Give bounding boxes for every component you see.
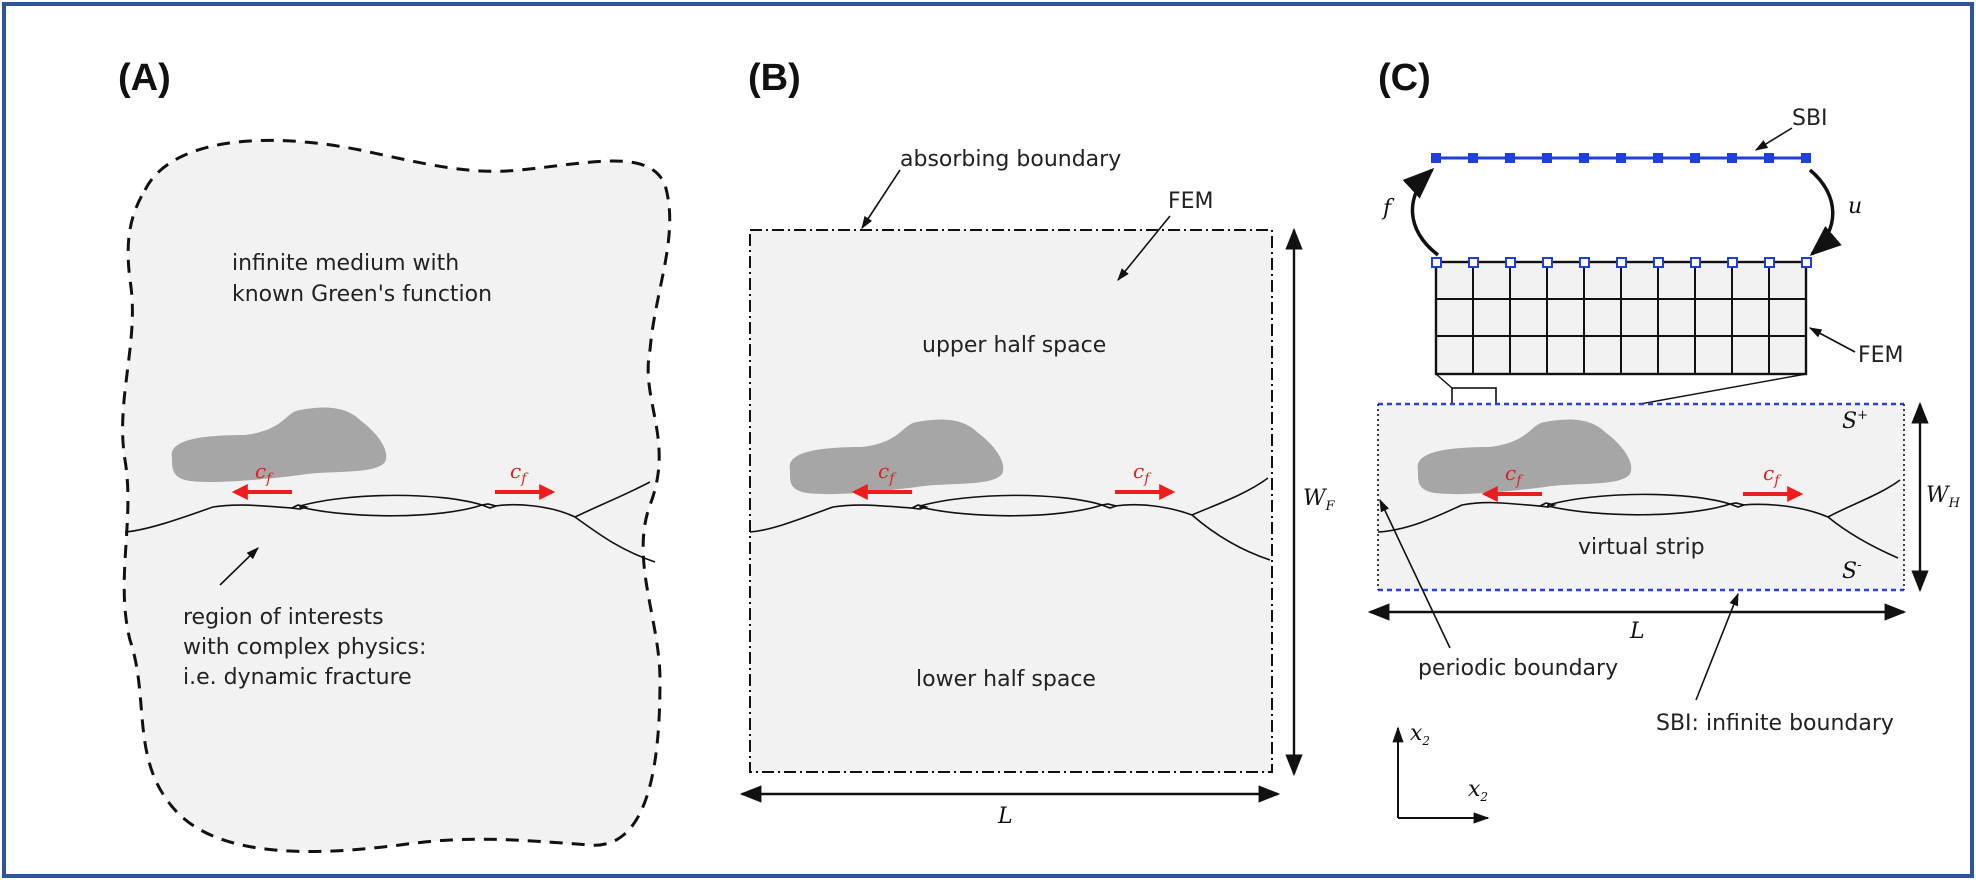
u-arrow (1808, 168, 1842, 257)
fem-label-c: FEM (1858, 343, 1904, 368)
sbi-infinite-pointer (1695, 592, 1739, 701)
f-arrow (1402, 167, 1440, 257)
virtual-strip-label: virtual strip (1578, 535, 1705, 560)
panel-b-label: (B) (748, 57, 801, 99)
inclusion-c (1417, 419, 1632, 495)
absorbing-boundary-label: absorbing boundary (900, 147, 1121, 172)
velocity-label-right-c: cf (1763, 461, 1782, 489)
zoom-line-1 (1435, 373, 1453, 389)
periodic-pointer (1379, 498, 1451, 649)
region-text-line2: with complex physics: (183, 635, 426, 660)
sbi-infinite-label: SBI: infinite boundary (1656, 711, 1894, 736)
region-text-line3: i.e. dynamic fracture (183, 665, 412, 690)
s-plus-label: S+ (1842, 408, 1868, 434)
length-label-c: L (1629, 619, 1645, 644)
velocity-label-left-a: cf (255, 459, 274, 487)
lower-half-space: lower half space (916, 667, 1096, 692)
panel-b: (B) absorbing boundary FEM upper half sp… (739, 57, 1336, 829)
axis-horizontal-label: x2 (1468, 777, 1488, 804)
axis-vertical-label: x2 (1410, 721, 1430, 748)
fem-domain-b (749, 229, 1273, 773)
velocity-label-right-b: cf (1133, 459, 1152, 487)
width-label-b: WF (1303, 486, 1336, 514)
inclusion-b (789, 419, 1004, 495)
s-minus-label: S- (1842, 558, 1861, 584)
fracture-b (749, 477, 1271, 561)
fem-pointer-c (1808, 327, 1856, 353)
width-label-c: WH (1926, 483, 1961, 511)
upper-half-space: upper half space (922, 333, 1106, 358)
sbi-nodes (1431, 153, 1811, 163)
panel-c-label: (C) (1378, 57, 1431, 99)
fem-label-b: FEM (1168, 189, 1214, 214)
inclusion-a (171, 407, 387, 483)
fem-boundary-nodes (1431, 257, 1812, 268)
velocity-label-left-b: cf (878, 459, 897, 487)
sbi-pointer (1754, 127, 1793, 151)
fem-arrow-b (1117, 215, 1171, 281)
panel-a: (A) infinite medium with known Green's f… (118, 57, 672, 854)
periodic-boundary-label: periodic boundary (1418, 656, 1618, 681)
region-pointer-arrow (219, 547, 259, 586)
velocity-label-left-c: cf (1505, 461, 1524, 489)
region-text-line1: region of interests (183, 605, 384, 630)
panel-c: (C) SBI f u (1367, 57, 1961, 824)
absorbing-boundary-arrow (861, 169, 901, 230)
sbi-label: SBI (1792, 106, 1828, 131)
infinite-medium-line2: known Green's function (232, 282, 492, 307)
length-label-b: L (997, 804, 1013, 829)
virtual-strip (1378, 404, 1904, 590)
fracture-c (1377, 479, 1901, 559)
infinite-medium-line1: infinite medium with (232, 251, 459, 276)
velocity-label-right-a: cf (510, 459, 529, 487)
fem-mesh-grid (1436, 262, 1806, 374)
u-label: u (1848, 194, 1862, 219)
fracture-a (124, 481, 656, 563)
panel-a-label: (A) (118, 57, 171, 99)
